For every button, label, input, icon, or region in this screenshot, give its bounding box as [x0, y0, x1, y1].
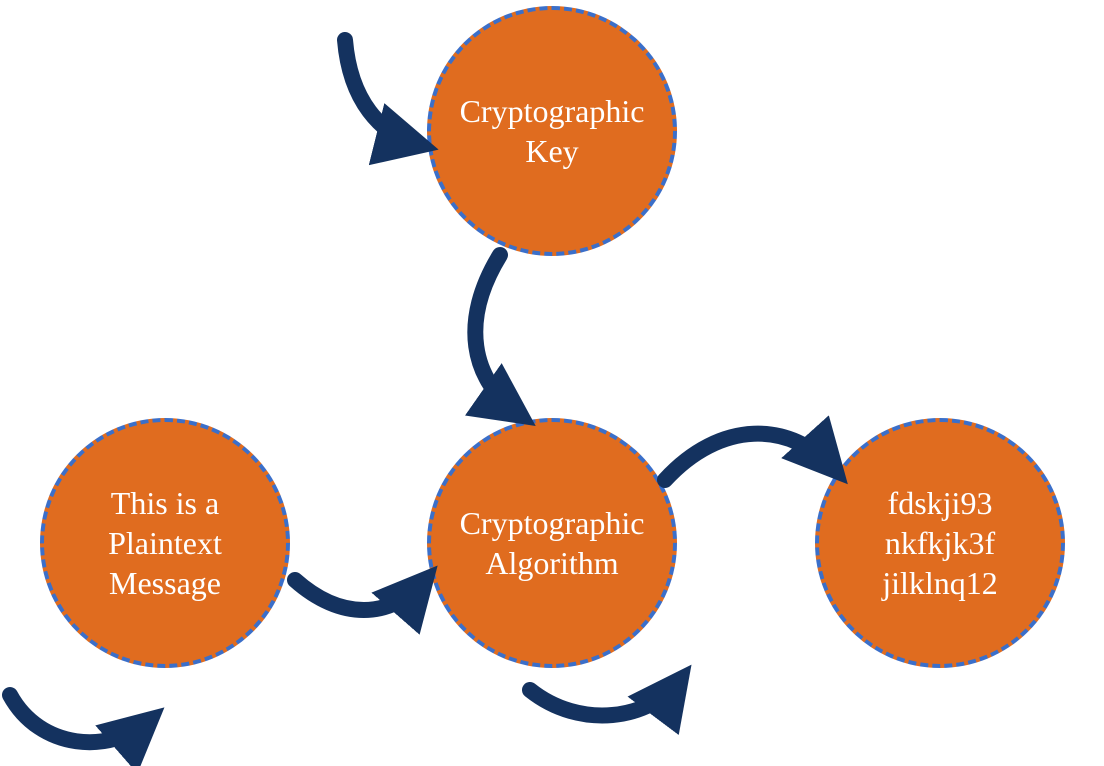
- arrow-key-to-algorithm: [475, 255, 520, 415]
- node-plaintext-message: This is a Plaintext Message: [40, 418, 290, 668]
- node-label: This is a Plaintext Message: [98, 483, 232, 603]
- node-ciphertext-output: fdskji93 nkfkjk3f jilklnq12: [815, 418, 1065, 668]
- arrow-into-key: [345, 40, 420, 145]
- node-cryptographic-algorithm: Cryptographic Algorithm: [427, 418, 677, 668]
- arrow-into-plaintext: [10, 695, 150, 742]
- arrow-plaintext-to-algorithm: [295, 580, 425, 610]
- arrow-into-algorithm-below: [530, 680, 680, 715]
- node-label: fdskji93 nkfkjk3f jilklnq12: [872, 483, 1008, 603]
- arrow-algorithm-to-ciphertext: [665, 434, 835, 480]
- node-label: Cryptographic Algorithm: [450, 503, 655, 583]
- node-label: Cryptographic Key: [450, 91, 655, 171]
- node-cryptographic-key: Cryptographic Key: [427, 6, 677, 256]
